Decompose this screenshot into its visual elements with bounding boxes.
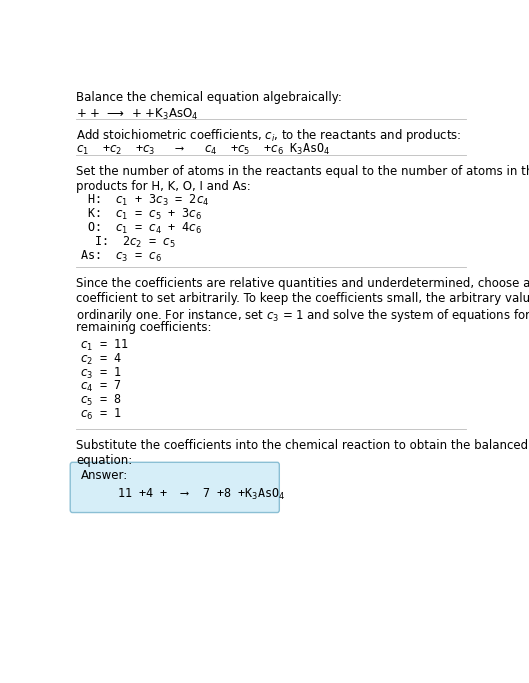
Text: coefficient to set arbitrarily. To keep the coefficients small, the arbitrary va: coefficient to set arbitrarily. To keep … — [76, 292, 529, 305]
Text: $c_1$ = 11: $c_1$ = 11 — [80, 338, 129, 353]
Text: H:  $c_1$ + 3$c_3$ = 2$c_4$: H: $c_1$ + 3$c_3$ = 2$c_4$ — [80, 193, 210, 208]
FancyBboxPatch shape — [70, 462, 279, 512]
Text: $c_1$  +$c_2$  +$c_3$   ⟶   $c_4$  +$c_5$  +$c_6$ K$_3$AsO$_4$: $c_1$ +$c_2$ +$c_3$ ⟶ $c_4$ +$c_5$ +$c_6… — [76, 142, 331, 158]
Text: O:  $c_1$ = $c_4$ + 4$c_6$: O: $c_1$ = $c_4$ + 4$c_6$ — [80, 221, 203, 236]
Text: products for H, K, O, I and As:: products for H, K, O, I and As: — [76, 180, 251, 193]
Text: remaining coefficients:: remaining coefficients: — [76, 322, 212, 335]
Text: $c_6$ = 1: $c_6$ = 1 — [80, 407, 122, 422]
Text: equation:: equation: — [76, 454, 133, 466]
Text: $c_4$ = 7: $c_4$ = 7 — [80, 379, 122, 395]
Text: Substitute the coefficients into the chemical reaction to obtain the balanced: Substitute the coefficients into the che… — [76, 438, 528, 451]
Text: I:  2$c_2$ = $c_5$: I: 2$c_2$ = $c_5$ — [80, 235, 176, 250]
Text: $c_5$ = 8: $c_5$ = 8 — [80, 393, 122, 408]
Text: ordinarily one. For instance, set $c_3$ = 1 and solve the system of equations fo: ordinarily one. For instance, set $c_3$ … — [76, 307, 529, 324]
Text: Set the number of atoms in the reactants equal to the number of atoms in the: Set the number of atoms in the reactants… — [76, 165, 529, 178]
Text: K:  $c_1$ = $c_5$ + 3$c_6$: K: $c_1$ = $c_5$ + 3$c_6$ — [80, 207, 203, 222]
Text: 11 +4 +  ⟶  7 +8 +K$_3$AsO$_4$: 11 +4 + ⟶ 7 +8 +K$_3$AsO$_4$ — [89, 487, 285, 502]
Text: Balance the chemical equation algebraically:: Balance the chemical equation algebraica… — [76, 92, 342, 104]
Text: Add stoichiometric coefficients, $c_i$, to the reactants and products:: Add stoichiometric coefficients, $c_i$, … — [76, 128, 462, 144]
Text: + +  ⟶  + +K$_3$AsO$_4$: + + ⟶ + +K$_3$AsO$_4$ — [76, 107, 199, 122]
Text: Answer:: Answer: — [80, 469, 127, 482]
Text: $c_3$ = 1: $c_3$ = 1 — [80, 365, 122, 380]
Text: Since the coefficients are relative quantities and underdetermined, choose a: Since the coefficients are relative quan… — [76, 277, 529, 290]
Text: $c_2$ = 4: $c_2$ = 4 — [80, 352, 122, 367]
Text: As:  $c_3$ = $c_6$: As: $c_3$ = $c_6$ — [80, 249, 162, 264]
